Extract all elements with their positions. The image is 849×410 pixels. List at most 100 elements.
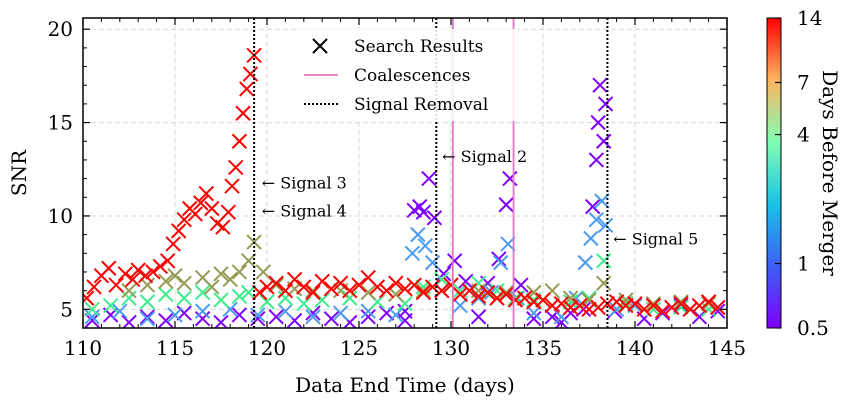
data-point — [342, 282, 358, 299]
data-point — [215, 219, 231, 235]
data-point — [369, 279, 386, 295]
data-point — [323, 281, 340, 297]
data-point — [470, 309, 487, 325]
data-point — [378, 282, 395, 299]
data-point — [397, 281, 413, 297]
data-point — [167, 307, 183, 323]
x-tick-label: 145 — [708, 336, 746, 360]
colorbar-tick-label: 7 — [797, 70, 810, 94]
data-point — [176, 305, 192, 321]
data-point — [452, 286, 468, 303]
data-point — [268, 277, 284, 293]
axis-ticks: 110 115 120 125 130 135 140 145 5 10 15 20 — [48, 17, 747, 360]
data-point — [415, 204, 432, 220]
data-point — [588, 152, 605, 168]
annotation-label: ← Signal 4 — [262, 201, 347, 220]
data-point — [584, 198, 601, 215]
data-point — [498, 286, 514, 303]
data-point — [255, 264, 272, 280]
data-point — [121, 314, 137, 328]
data-point — [426, 210, 443, 226]
data-point — [112, 303, 128, 319]
data-point — [204, 279, 220, 295]
data-point — [139, 294, 156, 310]
data-point — [84, 301, 100, 318]
data-point — [193, 195, 209, 211]
data-point — [176, 211, 192, 228]
data-point — [562, 294, 579, 310]
annotations: ← Signal 3 ← Signal 4 ← Signal 2 ← Signal 5 — [262, 147, 698, 248]
data-point — [388, 275, 404, 291]
data-point — [597, 217, 614, 233]
data-point — [406, 277, 422, 293]
data-point — [489, 290, 505, 306]
data-point — [452, 297, 468, 314]
data-point — [213, 292, 229, 308]
data-point — [498, 197, 514, 213]
data-point — [502, 170, 518, 187]
data-point — [139, 310, 156, 327]
data-point — [204, 200, 220, 217]
data-point — [194, 303, 211, 319]
data-point — [323, 310, 340, 327]
legend-marker — [312, 38, 328, 54]
colorbar-title: Days Before Merger — [818, 70, 842, 276]
data-point — [415, 284, 432, 301]
data-point — [691, 297, 708, 314]
data-point — [220, 204, 237, 220]
colorbar-bar — [766, 17, 782, 329]
data-point — [470, 290, 487, 306]
data-point — [577, 254, 594, 271]
data-point — [592, 77, 608, 93]
colorbar-tick-label: 4 — [797, 123, 810, 147]
data-point — [121, 282, 137, 299]
data-point — [351, 277, 367, 293]
data-point — [516, 290, 533, 306]
data-point — [489, 282, 505, 299]
data-point — [158, 273, 174, 290]
colorbar-tick-label: 0.5 — [797, 316, 829, 340]
data-point — [242, 66, 259, 82]
data-point — [654, 303, 671, 319]
data-point — [645, 297, 662, 314]
data-point — [710, 299, 726, 316]
data-point — [513, 277, 529, 293]
y-tick-label: 10 — [48, 204, 73, 228]
data-point — [572, 297, 588, 314]
data-point — [268, 309, 284, 325]
data-point — [636, 301, 652, 318]
data-point — [121, 290, 137, 306]
data-point — [176, 275, 192, 291]
data-point — [286, 271, 303, 288]
data-point — [139, 277, 156, 293]
data-point — [470, 288, 487, 304]
legend-label: Search Results — [354, 37, 483, 57]
x-tick-label: 120 — [248, 336, 286, 360]
data-point — [194, 310, 211, 327]
data-point — [167, 268, 183, 284]
data-point — [84, 312, 100, 328]
data-point — [590, 114, 606, 131]
data-point — [673, 297, 689, 314]
data-point — [553, 314, 570, 328]
data-point — [145, 264, 161, 280]
data-point — [342, 290, 358, 306]
annotation-label: ← Signal 5 — [613, 229, 698, 248]
data-point — [259, 279, 275, 295]
data-point — [397, 312, 413, 328]
plot-frame — [82, 17, 728, 329]
legend: Search Results Coalescences Signal Removal — [298, 29, 518, 121]
data-point — [296, 279, 312, 295]
data-point — [187, 206, 203, 222]
data-point — [277, 303, 294, 319]
data-point — [553, 296, 570, 312]
data-point — [594, 193, 610, 209]
data-point — [231, 264, 248, 280]
colorbar-tick-label: 14 — [797, 6, 822, 30]
data-point — [228, 159, 244, 176]
data-point — [102, 297, 119, 314]
data-point — [590, 299, 606, 316]
data-point — [544, 297, 560, 314]
